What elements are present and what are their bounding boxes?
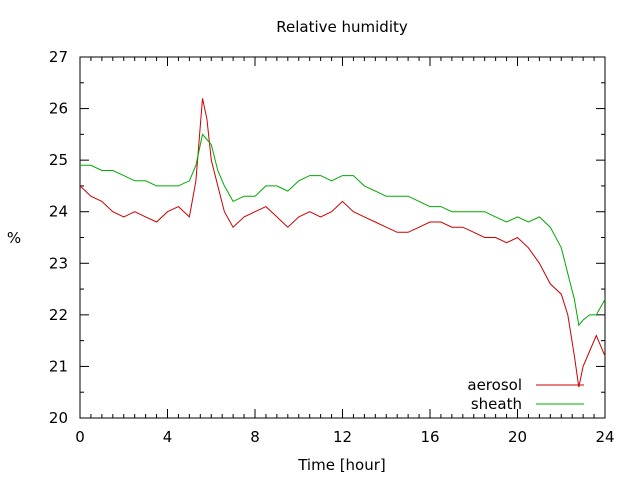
y-tick-label: 25 [49, 151, 68, 169]
y-tick-label: 21 [49, 357, 68, 375]
aerosol-series-line [79, 98, 606, 388]
x-tick-label: 20 [508, 428, 527, 446]
x-tick-label: 12 [333, 428, 352, 446]
sheath-series-line [80, 133, 606, 327]
x-axis-label: Time [hour] [297, 456, 386, 474]
axis-ticks [79, 56, 606, 419]
y-tick-label: 23 [49, 254, 68, 272]
y-tick-label: 20 [49, 409, 68, 427]
y-tick-label: 24 [49, 203, 68, 221]
plot-frame [79, 56, 606, 419]
chart-title: Relative humidity [276, 18, 408, 36]
x-tick-label: 4 [163, 428, 173, 446]
y-tick-label: 27 [49, 48, 68, 66]
x-tick-label: 0 [75, 428, 85, 446]
legend-label-sheath: sheath [471, 395, 522, 413]
y-tick-label: 26 [49, 100, 68, 118]
legend-label-aerosol: aerosol [467, 376, 522, 394]
y-tick-label: 22 [49, 306, 68, 324]
x-tick-label: 24 [595, 428, 614, 446]
y-axis-label: % [7, 229, 21, 247]
axis-tick-labels: 0 4 8 12 16 20 24 20 21 22 23 24 25 26 27 [49, 48, 615, 446]
x-tick-label: 16 [420, 428, 439, 446]
x-tick-label: 8 [250, 428, 260, 446]
series-lines [79, 98, 606, 388]
